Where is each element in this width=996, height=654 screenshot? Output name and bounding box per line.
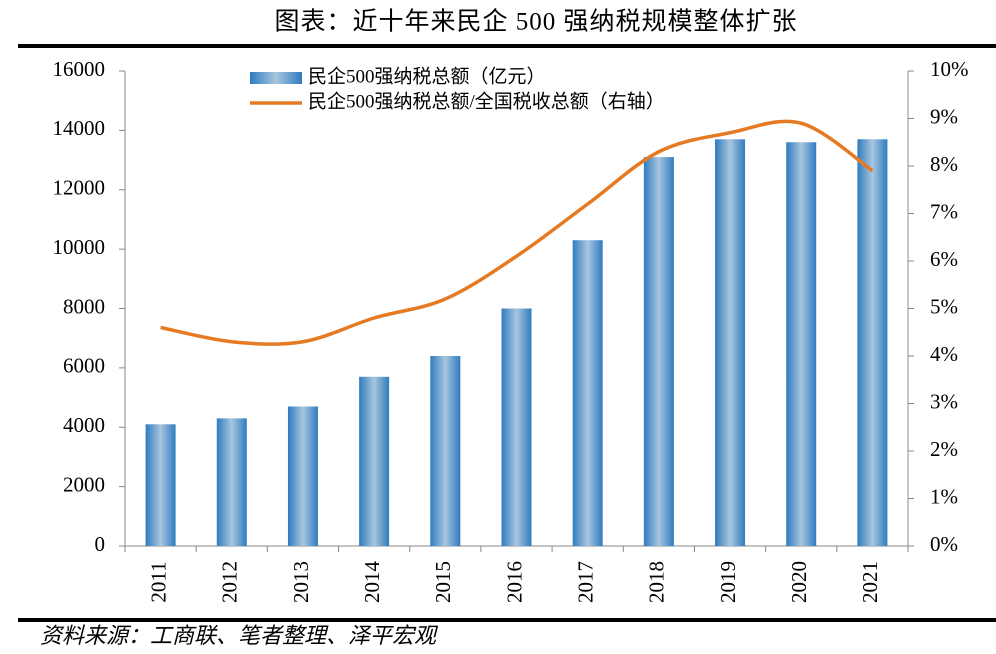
y-tick-label: 16000 [53, 57, 106, 81]
y2-tick-label: 6% [930, 247, 958, 271]
source-note: 资料来源：工商联、笔者整理、泽平宏观 [40, 623, 439, 648]
y2-tick-label: 3% [930, 389, 958, 413]
y-tick-label: 10000 [53, 235, 106, 259]
bar [359, 376, 390, 546]
y-tick-label: 0 [95, 532, 106, 556]
y-tick-label: 12000 [53, 176, 106, 200]
x-tick-label: 2013 [289, 561, 313, 603]
x-tick-label: 2016 [502, 561, 526, 603]
chart-title: 图表：近十年来民企 500 强纳税规模整体扩张 [274, 8, 797, 36]
bar [857, 139, 888, 546]
x-tick-label: 2011 [146, 561, 170, 602]
legend-label: 民企500强纳税总额（亿元） [308, 65, 546, 87]
line-series [160, 119, 874, 346]
x-tick-label: 2018 [645, 561, 669, 603]
legend-label: 民企500强纳税总额/全国税收总额（右轴） [308, 90, 665, 112]
y2-tick-label: 8% [930, 152, 958, 176]
y-tick-label: 4000 [63, 413, 105, 437]
y-tick-label: 14000 [53, 116, 106, 140]
bar [216, 418, 247, 546]
bar [786, 142, 817, 546]
x-tick-label: 2017 [573, 561, 597, 603]
bar [643, 157, 674, 546]
y2-tick-label: 0% [930, 532, 958, 556]
x-tick-label: 2021 [858, 561, 882, 603]
y2-tick-label: 1% [930, 484, 958, 508]
y-tick-label: 6000 [63, 354, 105, 378]
bar [430, 356, 461, 546]
x-tick-label: 2012 [218, 561, 242, 603]
bar [287, 406, 318, 546]
x-tick-label: 2015 [431, 561, 455, 603]
bar [501, 308, 532, 546]
y2-tick-label: 2% [930, 437, 958, 461]
y2-tick-label: 5% [930, 294, 958, 318]
x-tick-label: 2020 [787, 561, 811, 603]
y2-tick-label: 4% [930, 342, 958, 366]
legend-swatch [250, 72, 302, 84]
bar [715, 139, 746, 546]
y2-tick-label: 10% [930, 57, 969, 81]
y2-tick-label: 7% [930, 199, 958, 223]
bar [145, 424, 176, 546]
x-tick-label: 2019 [716, 561, 740, 603]
y-tick-label: 8000 [63, 294, 105, 318]
y2-tick-label: 9% [930, 104, 958, 128]
y-tick-label: 2000 [63, 472, 105, 496]
x-tick-label: 2014 [360, 561, 384, 604]
bar [572, 240, 603, 546]
